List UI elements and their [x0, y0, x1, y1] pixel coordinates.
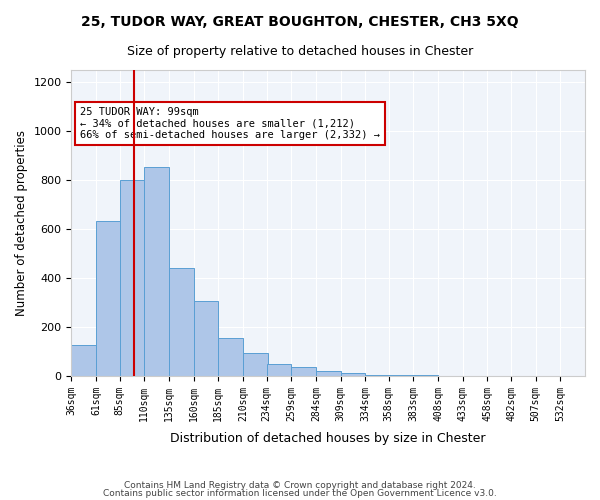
Bar — [365, 374, 390, 376]
X-axis label: Distribution of detached houses by size in Chester: Distribution of detached houses by size … — [170, 432, 486, 445]
Bar — [71, 346, 96, 376]
Bar — [316, 371, 341, 376]
Text: 25, TUDOR WAY, GREAT BOUGHTON, CHESTER, CH3 5XQ: 25, TUDOR WAY, GREAT BOUGHTON, CHESTER, … — [81, 15, 519, 29]
Bar — [389, 375, 413, 376]
Text: Contains HM Land Registry data © Crown copyright and database right 2024.: Contains HM Land Registry data © Crown c… — [124, 481, 476, 490]
Text: Contains public sector information licensed under the Open Government Licence v3: Contains public sector information licen… — [103, 488, 497, 498]
Bar — [96, 220, 121, 376]
Bar — [291, 368, 316, 376]
Bar — [266, 364, 291, 376]
Bar — [341, 374, 365, 376]
Bar — [169, 268, 194, 376]
Bar — [218, 338, 243, 376]
Bar — [120, 180, 145, 376]
Bar — [145, 166, 169, 376]
Text: Size of property relative to detached houses in Chester: Size of property relative to detached ho… — [127, 45, 473, 58]
Text: 25 TUDOR WAY: 99sqm
← 34% of detached houses are smaller (1,212)
66% of semi-det: 25 TUDOR WAY: 99sqm ← 34% of detached ho… — [80, 106, 380, 140]
Bar — [243, 352, 268, 376]
Bar — [194, 302, 218, 376]
Y-axis label: Number of detached properties: Number of detached properties — [15, 130, 28, 316]
